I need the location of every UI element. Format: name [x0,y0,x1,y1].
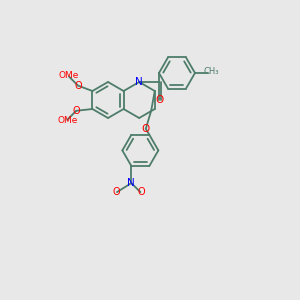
Text: O: O [156,95,164,105]
Text: CH₃: CH₃ [204,68,219,76]
Text: O: O [112,187,120,197]
Text: OMe: OMe [57,116,77,125]
Text: O: O [142,124,150,134]
Text: N: N [135,77,143,87]
Text: O: O [74,81,82,91]
Text: O: O [72,106,80,116]
Text: N: N [128,178,135,188]
Text: O: O [138,187,145,197]
Text: OMe: OMe [59,71,79,80]
